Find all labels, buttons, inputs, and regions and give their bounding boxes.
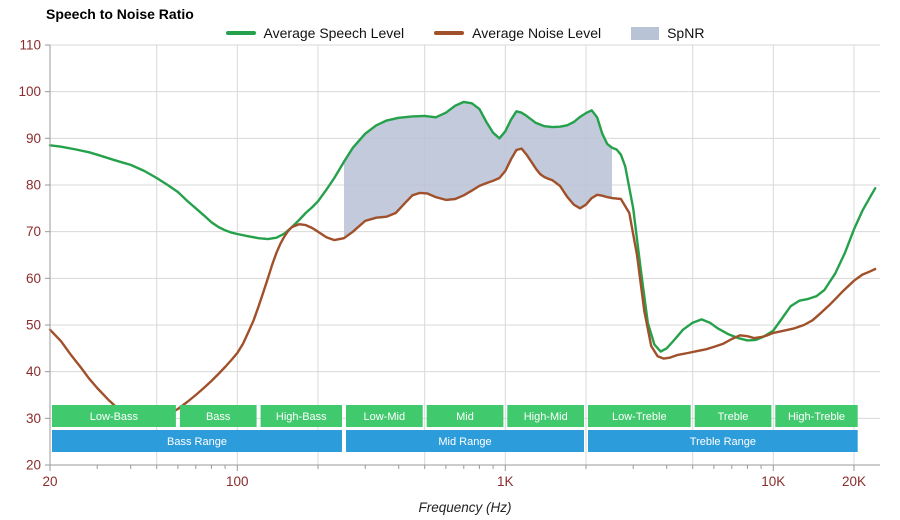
y-tick-label: 80: [26, 178, 41, 193]
band-segment: [179, 405, 257, 427]
band-segment: [775, 405, 858, 427]
range-label: Bass Range: [167, 436, 227, 448]
legend-item-average-noise-level[interactable]: Average Noise Level: [434, 25, 601, 41]
band-label: Low-Mid: [364, 411, 406, 423]
band-segment: [52, 405, 176, 427]
legend-item-spnr[interactable]: SpNR: [631, 25, 704, 41]
y-tick-label: 90: [26, 131, 41, 146]
range-label: Mid Range: [438, 436, 491, 448]
y-tick-label: 100: [18, 84, 41, 99]
x-axis-label: Frequency (Hz): [418, 500, 512, 515]
band-label: Bass: [206, 411, 231, 423]
range-segment: [52, 430, 342, 452]
legend-label-spnr: SpNR: [667, 25, 705, 41]
x-tick-label: 100: [226, 474, 249, 489]
x-tick-label: 20: [42, 474, 57, 489]
band-label: High-Mid: [524, 411, 568, 423]
band-label: Treble: [718, 411, 749, 423]
axes: 20 30 40 50 60 70 80 90 100 110 20 100 1K 10K 20K: [18, 38, 880, 489]
band-segment: [260, 405, 342, 427]
band-segment: [694, 405, 772, 427]
band-segment: [507, 405, 584, 427]
legend-label-noise: Average Noise Level: [472, 25, 602, 41]
band-segment: [426, 405, 504, 427]
y-tick-label: 30: [26, 411, 41, 426]
legend-item-average-speech-level[interactable]: Average Speech Level: [225, 25, 405, 41]
legend: Average Speech Level Average Noise Level…: [50, 25, 880, 41]
band-segment: [346, 405, 423, 427]
range-segment: [346, 430, 584, 452]
band-label: Mid: [456, 411, 474, 423]
x-tick-label: 10K: [761, 474, 785, 489]
y-tick-label: 20: [26, 458, 41, 473]
spnr-area-swatch: [631, 26, 660, 40]
y-tick-label: 50: [26, 318, 41, 333]
y-tick-label: 70: [26, 224, 41, 239]
frequency-band-rows: Low-Bass Bass High-Bass Low-Mid Mid High-Mid L…: [52, 405, 858, 452]
chart-title: Speech to Noise Ratio: [46, 6, 194, 22]
range-label: Treble Range: [690, 436, 756, 448]
range-segment: [588, 430, 858, 452]
band-label: Low-Treble: [612, 411, 667, 423]
average-noise-level-line: [48, 147, 877, 421]
band-segment: [588, 405, 691, 427]
speech-level-line-swatch: [225, 31, 256, 35]
x-tick-label: 1K: [497, 474, 514, 489]
band-label: High-Treble: [788, 411, 845, 423]
spnr-area: [344, 101, 612, 239]
noise-level-line-swatch: [434, 31, 465, 35]
legend-label-speech: Average Speech Level: [263, 25, 405, 41]
y-tick-label: 40: [26, 364, 41, 379]
band-label: High-Bass: [276, 411, 327, 423]
band-label: Low-Bass: [90, 411, 139, 423]
y-tick-label: 60: [26, 271, 41, 286]
y-tick-label: 110: [19, 38, 41, 53]
x-tick-label: 20K: [842, 474, 866, 489]
